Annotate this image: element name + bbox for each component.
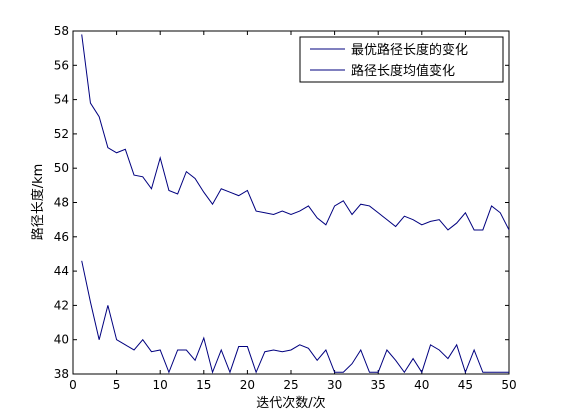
y-axis-label: 路径长度/km: [30, 164, 46, 241]
x-tick-label: 35: [371, 378, 386, 392]
y-tick-label: 52: [54, 127, 69, 141]
x-tick-label: 10: [153, 378, 168, 392]
y-tick-label: 56: [54, 58, 69, 72]
x-tick-label: 20: [240, 378, 255, 392]
plot-area: [72, 30, 510, 375]
x-tick-label: 30: [327, 378, 342, 392]
y-tick-label: 40: [54, 333, 69, 347]
y-tick-label: 44: [54, 264, 69, 278]
axis-ticks: 0 5 10 15 20 25 30 35 40 45 50 38 40 42 44 46 48 50 52 54 56…: [54, 24, 517, 392]
y-tick-label: 54: [54, 93, 69, 107]
x-tick-label: 25: [283, 378, 298, 392]
y-tick-label: 46: [54, 230, 69, 244]
y-tick-label: 38: [54, 367, 69, 381]
x-tick-label: 0: [69, 378, 77, 392]
x-tick-label: 45: [458, 378, 473, 392]
x-tick-label: 15: [196, 378, 211, 392]
series-layer: [81, 34, 510, 374]
series-line-best: [81, 260, 509, 374]
y-tick-label: 42: [54, 298, 69, 312]
x-tick-label: 5: [113, 378, 121, 392]
y-tick-label: 58: [54, 24, 69, 38]
y-tick-label: 50: [54, 161, 69, 175]
x-tick-label: 50: [501, 378, 516, 392]
x-axis-label: 迭代次数/次: [256, 395, 325, 411]
legend: 最优路径长度的变化 路径长度均值变化: [299, 36, 504, 83]
x-tick-label: 40: [414, 378, 429, 392]
series-line-mean: [81, 34, 510, 231]
legend-label-mean: 路径长度均值变化: [351, 63, 455, 79]
legend-label-best: 最优路径长度的变化: [351, 42, 468, 58]
legend-box: [299, 36, 504, 83]
y-tick-label: 48: [54, 196, 69, 210]
